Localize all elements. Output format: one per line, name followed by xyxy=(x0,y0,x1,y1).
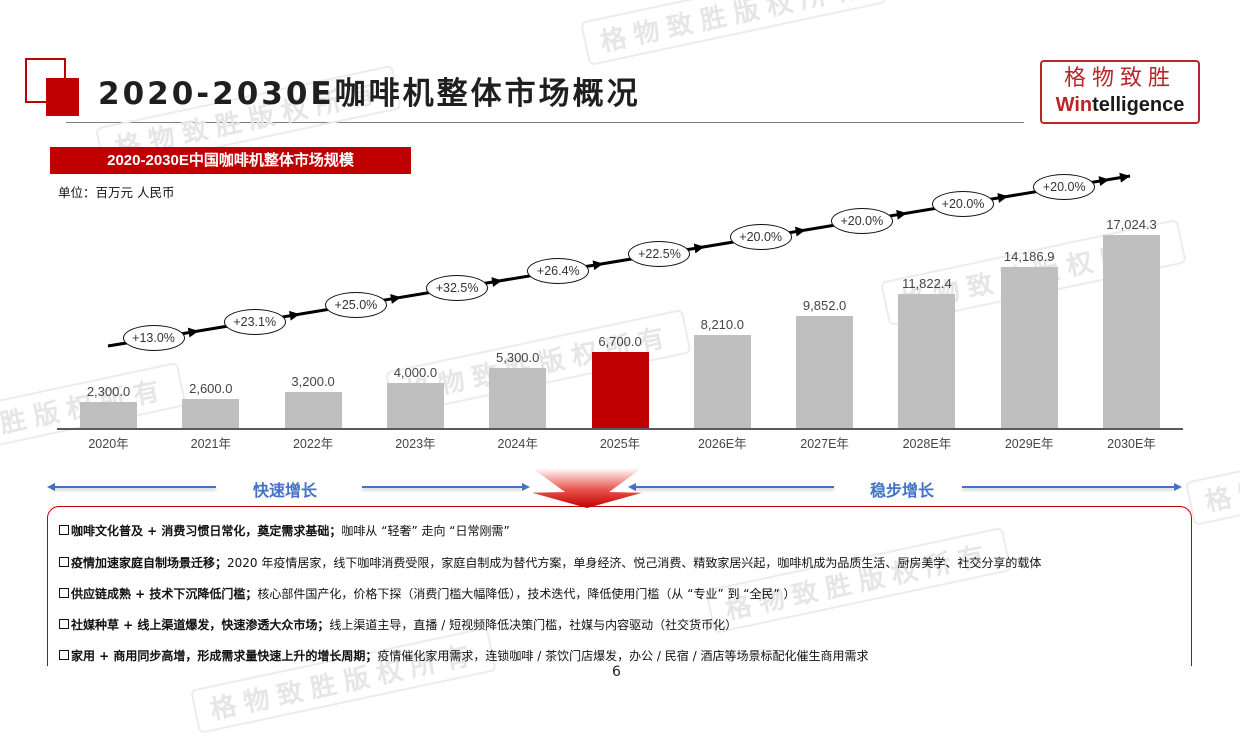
bar-value-label: 8,210.0 xyxy=(700,316,744,332)
x-axis-tick-label: 2022年 xyxy=(292,437,334,451)
checkbox-bullet-icon xyxy=(59,588,69,598)
x-axis-tick-label: 2027E年 xyxy=(800,437,849,451)
chart-unit-label: 单位：百万元 人民币 xyxy=(58,185,175,200)
logo-chinese: 格物致胜 xyxy=(1063,66,1176,91)
title-decoration-fill xyxy=(46,78,79,116)
drivers-panel xyxy=(47,506,1192,666)
growth-rate-badge: +32.5% xyxy=(426,274,489,301)
phase-line xyxy=(53,486,216,488)
checkbox-bullet-icon xyxy=(59,557,69,567)
driver-item: 家用 + 商用同步高增，形成需求量快速上升的增长周期；疫情催化家用需求，连锁咖啡… xyxy=(59,647,868,664)
x-axis-tick-label: 2026E年 xyxy=(697,437,747,451)
x-axis-tick-label: 2030E年 xyxy=(1107,437,1156,451)
arrow-right-icon xyxy=(1174,483,1182,491)
phase-line xyxy=(962,486,1174,488)
x-axis-tick-label: 2028E年 xyxy=(902,437,952,451)
driver-item: 供应链成熟 + 技术下沉降低门槛；核心部件国产化，价格下探（消费门槛大幅降低），… xyxy=(59,585,796,602)
bar-value-label: 6,700.0 xyxy=(598,334,642,350)
x-axis-tick-label: 2020年 xyxy=(88,437,129,451)
bar-value-label: 4,000.0 xyxy=(393,364,438,380)
bar-value-label: 2,600.0 xyxy=(189,380,233,396)
growth-rate-badge: +22.5% xyxy=(628,241,691,268)
bar-value-label: 11,822.4 xyxy=(902,275,952,291)
arrow-left-icon xyxy=(47,483,55,491)
bar-2024年 xyxy=(489,367,547,428)
title-divider xyxy=(66,122,1024,123)
checkbox-bullet-icon xyxy=(59,619,69,629)
growth-rate-badge: +26.4% xyxy=(527,258,590,285)
phase-label-steady-growth: 稳步增长 xyxy=(870,481,935,500)
bar-value-label: 14,186.9 xyxy=(1003,249,1055,265)
bar-2028E年 xyxy=(898,293,956,428)
bar-value-label: 17,024.3 xyxy=(1106,217,1157,232)
x-axis-tick-label: 2021年 xyxy=(190,437,231,451)
bar-2026E年 xyxy=(693,334,751,428)
growth-rate-badge: +23.1% xyxy=(223,308,286,335)
x-axis-tick-label: 2029E年 xyxy=(1004,437,1054,451)
page-number: 6 xyxy=(612,664,621,680)
bar-2021年 xyxy=(182,398,240,428)
bar-2025年 xyxy=(591,352,649,428)
arrow-left-icon xyxy=(628,483,636,491)
x-axis-tick-label: 2023年 xyxy=(395,437,436,451)
chart-title-banner: 2020-2030E中国咖啡机整体市场规模 xyxy=(50,147,411,174)
bar-2030E年 xyxy=(1103,235,1160,428)
page-title: 2020-2030E咖啡机整体市场概况 xyxy=(98,76,641,112)
bar-2027E年 xyxy=(796,316,854,428)
bar-2029E年 xyxy=(1000,267,1058,428)
bar-value-label: 3,200.0 xyxy=(291,373,335,389)
growth-rate-badge: +20.0% xyxy=(932,190,995,217)
phase-line xyxy=(634,486,834,488)
arrow-right-icon xyxy=(522,483,530,491)
phase-line xyxy=(362,486,522,488)
growth-rate-badge: +20.0% xyxy=(1033,173,1096,200)
bar-2020年 xyxy=(80,401,137,428)
bar-2022年 xyxy=(284,391,342,428)
driver-item: 咖啡文化普及 + 消费习惯日常化，奠定需求基础；咖啡从 “轻奢” 走向 “日常刚… xyxy=(59,522,510,539)
phase-label-fast-growth: 快速增长 xyxy=(253,481,318,500)
growth-rate-badge: +25.0% xyxy=(324,291,387,318)
driver-item: 疫情加速家庭自制场景迁移；2020 年疫情居家，线下咖啡消费受限，家庭自制成为替… xyxy=(59,554,1041,571)
x-axis xyxy=(57,428,1183,430)
brand-logo: 格物致胜 Wintelligence xyxy=(1040,60,1200,124)
checkbox-bullet-icon xyxy=(59,525,69,535)
x-axis-tick-label: 2024年 xyxy=(497,437,538,451)
bar-value-label: 2,300.0 xyxy=(86,383,131,399)
bar-chart: 2,300.0 2020年 2,600.0 2021年 3,200.0 2022年 4,00… xyxy=(57,172,1183,451)
bar-2023年 xyxy=(386,382,444,428)
logo-english: Wintelligence xyxy=(1055,94,1185,116)
driver-item: 社媒种草 + 线上渠道爆发，快速渗透大众市场；线上渠道主导，直播 / 短视频降低… xyxy=(59,616,737,633)
bar-value-label: 9,852.0 xyxy=(802,298,847,314)
down-arrow-icon xyxy=(532,468,642,508)
growth-rate-badge: +20.0% xyxy=(830,207,893,234)
checkbox-bullet-icon xyxy=(59,650,69,660)
growth-rate-badge: +20.0% xyxy=(729,224,792,251)
x-axis-tick-label: 2025年 xyxy=(599,437,641,451)
bar-value-label: 5,300.0 xyxy=(496,349,540,365)
growth-rate-badge: +13.0% xyxy=(122,325,185,352)
